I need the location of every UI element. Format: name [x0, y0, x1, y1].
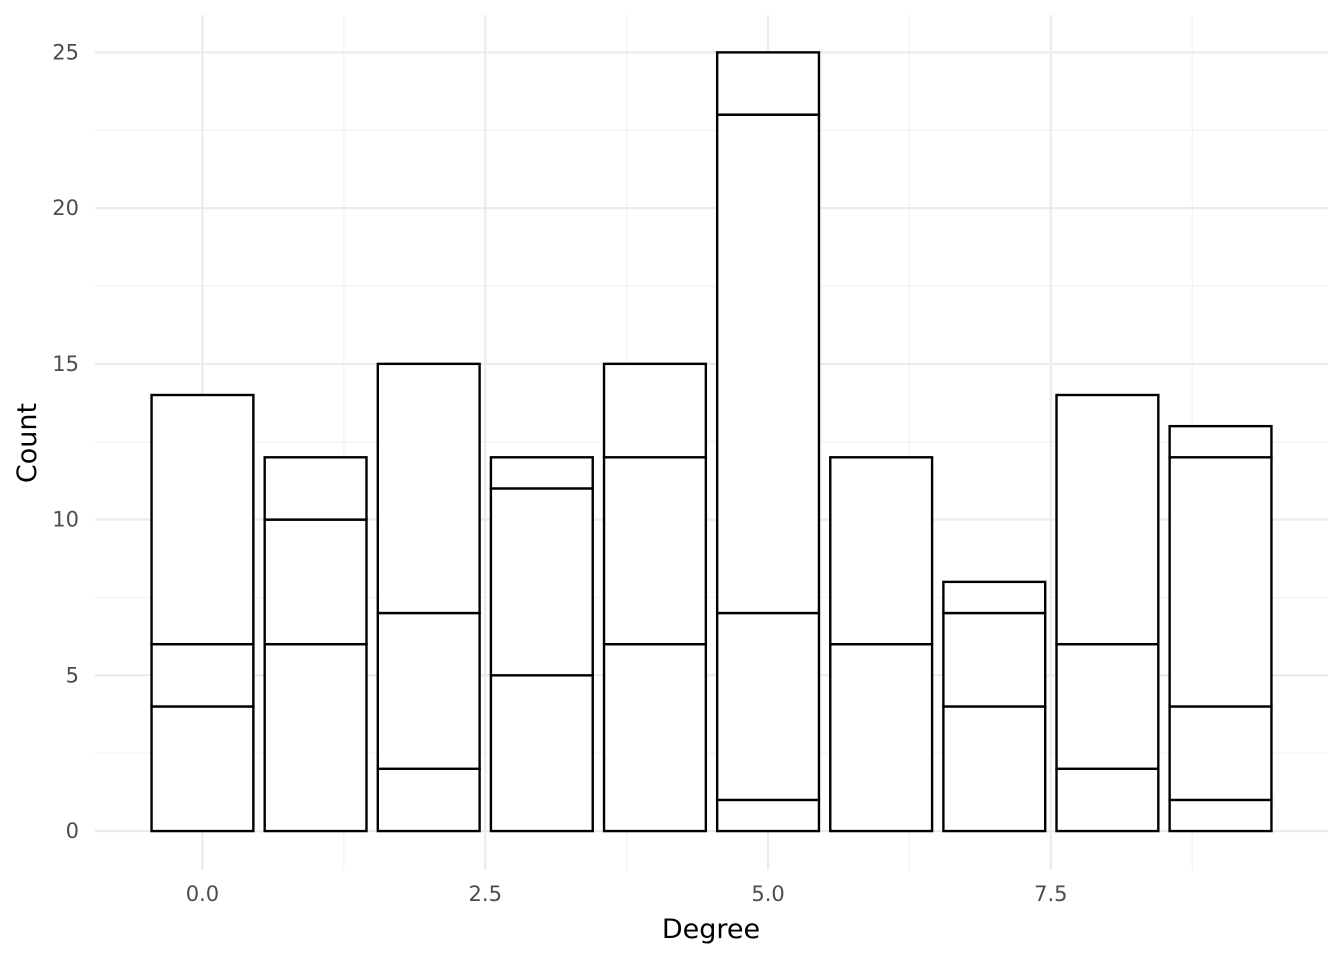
bar-segment: [1055, 393, 1160, 646]
x-axis-title: Degree: [662, 914, 760, 945]
y-tick-label: 15: [52, 352, 79, 376]
y-tick-label: 0: [66, 819, 79, 843]
y-axis-ticks: 0 5 10 15 20 25: [52, 40, 79, 843]
bar-segment: [942, 611, 1047, 708]
x-tick-label: 2.5: [469, 882, 502, 906]
y-tick-label: 25: [52, 40, 79, 64]
bar-segment: [829, 642, 934, 833]
bar-segment: [602, 456, 708, 646]
bar-segment: [602, 642, 708, 833]
bar-segment: [1055, 642, 1160, 770]
bar-segment: [602, 362, 708, 459]
bar-5: [715, 51, 821, 833]
bar-segment: [489, 487, 594, 677]
bar-segment: [942, 580, 1047, 615]
bar-segment: [489, 456, 594, 490]
bar-segment: [829, 456, 934, 646]
bar-2: [376, 362, 481, 833]
bar-segment: [715, 51, 821, 116]
bar-segment: [1168, 798, 1273, 833]
y-tick-label: 10: [52, 508, 79, 532]
bar-segment: [150, 705, 255, 833]
bar-segment: [150, 393, 255, 646]
bar-segment: [942, 705, 1047, 833]
bar-segment: [376, 767, 481, 833]
bar-segment: [376, 611, 481, 770]
y-axis-title: Count: [12, 403, 43, 483]
bar-segment: [263, 518, 368, 646]
bar-4: [602, 362, 708, 833]
bar-segment: [1168, 705, 1273, 802]
bar-segment: [489, 674, 594, 833]
bar-segment: [715, 611, 821, 802]
bar-7: [942, 580, 1047, 833]
x-tick-label: 0.0: [186, 882, 219, 906]
bar-8: [1055, 393, 1160, 833]
x-tick-label: 7.5: [1034, 882, 1067, 906]
bar-segment: [150, 642, 255, 708]
bar-6: [829, 456, 934, 833]
bar-3: [489, 456, 594, 833]
x-axis-ticks: 0.0 2.5 5.0 7.5: [186, 882, 1068, 906]
bar-segment: [263, 642, 368, 833]
bars: [150, 51, 1273, 833]
y-tick-label: 5: [66, 663, 79, 687]
bar-9: [1168, 424, 1273, 833]
bar-segment: [1055, 767, 1160, 833]
bar-segment: [1168, 424, 1273, 459]
bar-0: [150, 393, 255, 833]
y-tick-label: 20: [52, 196, 79, 220]
bar-segment: [715, 798, 821, 833]
bar-segment: [263, 456, 368, 521]
bar-segment: [1168, 456, 1273, 708]
bar-segment: [715, 113, 821, 615]
x-tick-label: 5.0: [751, 882, 784, 906]
bar-1: [263, 456, 368, 833]
bar-segment: [376, 362, 481, 615]
